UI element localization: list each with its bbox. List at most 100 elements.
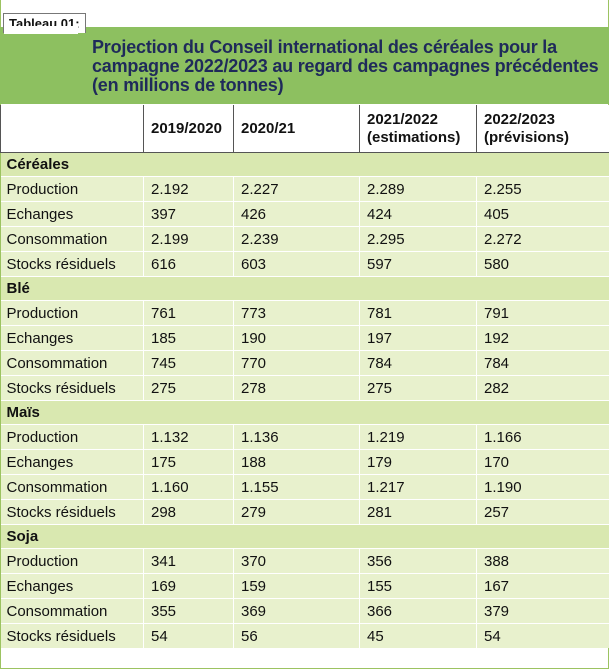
row-label: Consommation	[0, 350, 144, 376]
row-label: Production	[0, 176, 144, 202]
table-row: Consommation 2.199 2.239 2.295 2.272	[0, 226, 609, 252]
section-title: Maïs	[0, 400, 609, 425]
value-cell: 770	[233, 350, 360, 376]
table-body: Céréales Production 2.192 2.227 2.289 2.255 Ec…	[0, 152, 609, 648]
table-row: Stocks résiduels 54 56 45 54	[0, 623, 609, 648]
row-label: Consommation	[0, 226, 144, 252]
section-title: Blé	[0, 276, 609, 301]
value-cell: 1.219	[359, 424, 477, 450]
value-cell: 369	[233, 598, 360, 624]
table-row: Stocks résiduels 616 603 597 580	[0, 251, 609, 277]
value-cell: 1.132	[143, 424, 234, 450]
value-cell: 279	[233, 499, 360, 525]
row-label: Echanges	[0, 201, 144, 227]
data-table: 2019/2020 2020/21 2021/2022 (estimations)…	[0, 105, 609, 648]
value-cell: 761	[143, 300, 234, 326]
value-cell: 388	[476, 548, 609, 574]
value-cell: 2.255	[476, 176, 609, 202]
row-label: Stocks résiduels	[0, 623, 144, 648]
value-cell: 257	[476, 499, 609, 525]
value-cell: 2.289	[359, 176, 477, 202]
value-cell: 370	[233, 548, 360, 574]
row-label: Production	[0, 424, 144, 450]
value-cell: 275	[359, 375, 477, 401]
value-cell: 54	[476, 623, 609, 648]
value-cell: 426	[233, 201, 360, 227]
column-header-2021-2022: 2021/2022 (estimations)	[359, 105, 477, 153]
value-cell: 356	[359, 548, 477, 574]
row-label: Echanges	[0, 325, 144, 351]
value-cell: 2.272	[476, 226, 609, 252]
value-cell: 366	[359, 598, 477, 624]
row-label: Consommation	[0, 598, 144, 624]
value-cell: 298	[143, 499, 234, 525]
value-cell: 597	[359, 251, 477, 277]
value-cell: 1.160	[143, 474, 234, 500]
section-row: Céréales	[0, 152, 609, 177]
value-cell: 170	[476, 449, 609, 475]
value-cell: 784	[476, 350, 609, 376]
section-row: Soja	[0, 524, 609, 549]
value-cell: 424	[359, 201, 477, 227]
value-cell: 188	[233, 449, 360, 475]
table-row: Stocks résiduels 298 279 281 257	[0, 499, 609, 525]
section-title: Soja	[0, 524, 609, 549]
table-row: Consommation 355 369 366 379	[0, 598, 609, 624]
table-row: Consommation 1.160 1.155 1.217 1.190	[0, 474, 609, 500]
column-header-2022-2023: 2022/2023 (prévisions)	[476, 105, 609, 153]
value-cell: 185	[143, 325, 234, 351]
table-row: Echanges 397 426 424 405	[0, 201, 609, 227]
table-row: Stocks résiduels 275 278 275 282	[0, 375, 609, 401]
table-title: Projection du Conseil international des …	[92, 38, 602, 95]
value-cell: 1.190	[476, 474, 609, 500]
value-cell: 341	[143, 548, 234, 574]
value-cell: 282	[476, 375, 609, 401]
value-cell: 1.155	[233, 474, 360, 500]
value-cell: 1.217	[359, 474, 477, 500]
row-label: Echanges	[0, 449, 144, 475]
title-banner	[0, 27, 609, 104]
value-cell: 275	[143, 375, 234, 401]
row-label: Echanges	[0, 573, 144, 599]
table-row: Echanges 169 159 155 167	[0, 573, 609, 599]
value-cell: 616	[143, 251, 234, 277]
value-cell: 192	[476, 325, 609, 351]
value-cell: 175	[143, 449, 234, 475]
header-row: 2019/2020 2020/21 2021/2022 (estimations)…	[0, 105, 609, 153]
value-cell: 54	[143, 623, 234, 648]
tab-cover	[4, 26, 78, 34]
value-cell: 2.295	[359, 226, 477, 252]
value-cell: 56	[233, 623, 360, 648]
value-cell: 405	[476, 201, 609, 227]
value-cell: 784	[359, 350, 477, 376]
column-header-label	[0, 105, 144, 153]
title-line: (en millions de tonnes)	[92, 75, 284, 95]
value-cell: 2.192	[143, 176, 234, 202]
section-title: Céréales	[0, 152, 609, 177]
row-label: Stocks résiduels	[0, 251, 144, 277]
column-header-2019-2020: 2019/2020	[143, 105, 234, 153]
value-cell: 355	[143, 598, 234, 624]
value-cell: 159	[233, 573, 360, 599]
title-line: Projection du Conseil international des …	[92, 37, 557, 57]
value-cell: 773	[233, 300, 360, 326]
title-line: campagne 2022/2023 au regard des campagn…	[92, 56, 599, 76]
value-cell: 278	[233, 375, 360, 401]
value-cell: 169	[143, 573, 234, 599]
value-cell: 603	[233, 251, 360, 277]
value-cell: 580	[476, 251, 609, 277]
value-cell: 2.227	[233, 176, 360, 202]
table-row: Echanges 185 190 197 192	[0, 325, 609, 351]
column-header-2020-21: 2020/21	[233, 105, 360, 153]
section-row: Blé	[0, 276, 609, 301]
value-cell: 167	[476, 573, 609, 599]
value-cell: 45	[359, 623, 477, 648]
table-row: Echanges 175 188 179 170	[0, 449, 609, 475]
table-row: Production 341 370 356 388	[0, 548, 609, 574]
value-cell: 397	[143, 201, 234, 227]
table-row: Production 2.192 2.227 2.289 2.255	[0, 176, 609, 202]
value-cell: 2.199	[143, 226, 234, 252]
row-label: Consommation	[0, 474, 144, 500]
value-cell: 190	[233, 325, 360, 351]
value-cell: 1.166	[476, 424, 609, 450]
